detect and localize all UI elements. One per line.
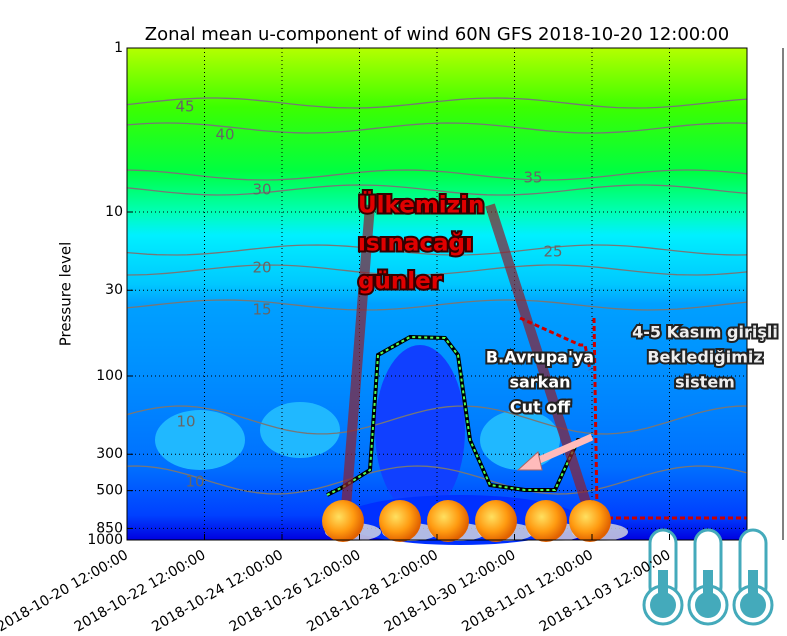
x-tick-label: 2018-10-28 12:00:00 — [304, 547, 441, 635]
y-tick-label: 850 — [96, 520, 123, 536]
y-tick-label: 500 — [96, 483, 123, 499]
sun-icon — [427, 500, 469, 542]
thermometer-fill — [658, 570, 668, 605]
contour-line — [126, 122, 748, 134]
sun-icon — [569, 500, 611, 542]
contour-line — [126, 169, 748, 181]
contour-blob — [155, 410, 245, 470]
y-axis-label: Pressure level — [57, 242, 75, 347]
x-tick-label: 2018-10-20 12:00:00 — [0, 547, 131, 635]
contour-label: 45 — [175, 98, 194, 116]
y-tick-label: 100 — [96, 368, 123, 384]
y-tick-label: 300 — [96, 446, 123, 462]
sun-icon — [525, 500, 567, 542]
sun-icon — [322, 500, 364, 542]
contour-label: 10 — [185, 473, 204, 491]
x-tick-label: 2018-10-22 12:00:00 — [72, 547, 209, 635]
contour-label: 20 — [252, 259, 271, 277]
contour-label: 15 — [252, 301, 271, 319]
contour-line — [126, 184, 748, 196]
marker-box — [519, 316, 592, 371]
arrow-head — [516, 451, 543, 471]
contour-label: 35 — [523, 169, 542, 187]
annotation-text: sarkan — [509, 373, 570, 392]
y-tick-label: 10 — [105, 204, 123, 220]
contour-line — [126, 244, 748, 256]
marker-line — [485, 203, 595, 517]
contour-label: 30 — [252, 181, 271, 199]
contour-line — [126, 97, 748, 109]
annotation-text: sistem — [675, 373, 735, 392]
highlight-outline — [326, 335, 590, 496]
y-tick-label: 1 — [114, 40, 123, 56]
contour-label: 25 — [543, 243, 562, 261]
contour-label: 10 — [176, 413, 195, 431]
sun-icon — [475, 500, 517, 542]
chart-title: Zonal mean u-component of wind 60N GFS 2… — [145, 24, 729, 45]
thermometer-fill — [748, 570, 758, 605]
annotation-text: 4-5 Kasım girişli — [632, 323, 778, 342]
x-tick-label: 2018-10-26 12:00:00 — [227, 547, 364, 635]
contour-line — [126, 465, 748, 495]
marker-line — [592, 317, 599, 513]
annotation-text: B.Avrupa'ya — [486, 348, 594, 367]
contour-label: 40 — [215, 126, 234, 144]
y-tick-label: 30 — [105, 282, 123, 298]
annotation-text: Ülkemizin — [358, 191, 484, 219]
annotation-text: ısınacağı — [358, 231, 473, 257]
x-tick-label: 2018-11-01 12:00:00 — [459, 547, 596, 635]
y-tick-label: 1000 — [87, 532, 123, 548]
contour-line — [126, 264, 748, 276]
annotation-text: Cut off — [510, 398, 571, 417]
contour-blob — [375, 345, 465, 515]
contour-line — [126, 299, 748, 311]
x-tick-label: 2018-10-24 12:00:00 — [149, 547, 286, 635]
arrow — [528, 433, 594, 468]
marker-line — [340, 204, 375, 521]
sun-icon — [379, 500, 421, 542]
thermometer-fill — [703, 570, 713, 605]
contour-blob — [260, 402, 340, 458]
annotation-text: Beklediğimiz — [647, 348, 762, 367]
x-tick-label: 2018-10-30 12:00:00 — [382, 547, 519, 635]
contour-blob — [480, 410, 560, 470]
annotation-text: günler — [358, 269, 443, 295]
